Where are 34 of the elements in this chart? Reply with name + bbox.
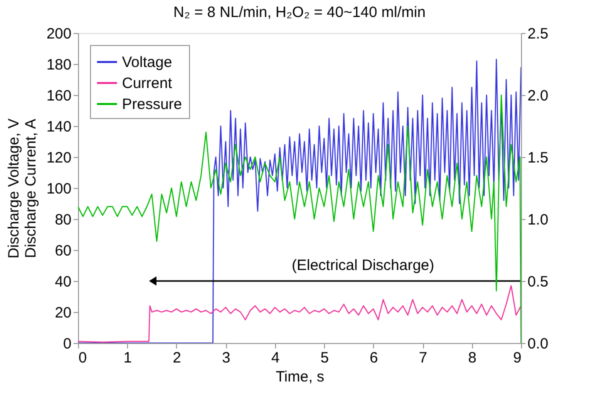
y-tick-label: 140 bbox=[46, 118, 72, 136]
x-tick-label: 7 bbox=[418, 350, 428, 366]
annotation: (Electrical Discharge) bbox=[292, 257, 434, 274]
legend-label: Pressure bbox=[122, 96, 182, 113]
x-axis-title: Time, s bbox=[276, 368, 324, 386]
y-tick-label: 180 bbox=[46, 56, 72, 74]
x-tick-label: 3 bbox=[222, 350, 230, 366]
y-tick-label: 20 bbox=[54, 304, 72, 322]
y-tick-label: 200 bbox=[46, 26, 72, 42]
y-tick-label: 160 bbox=[46, 88, 72, 104]
y-tick-label: 80 bbox=[54, 212, 72, 228]
y2-tick-label: 1.0 bbox=[528, 212, 548, 228]
y-tick-label: 60 bbox=[54, 242, 72, 260]
y-tick-label: 120 bbox=[46, 150, 72, 166]
x-tick-label: 6 bbox=[370, 350, 378, 366]
x-tick-label: 1 bbox=[124, 350, 132, 366]
x-tick-label: 5 bbox=[320, 350, 329, 366]
chart-title: N₂ = 8 NL/min, H₂O₂ = 40~140 ml/min bbox=[173, 4, 426, 21]
x-tick-label: 2 bbox=[172, 350, 182, 366]
y-tick-label: 0 bbox=[63, 336, 72, 352]
y2-tick-label: 0.0 bbox=[528, 336, 548, 352]
y-tick-label: 100 bbox=[46, 180, 72, 198]
y2-tick-label: 0.5 bbox=[528, 274, 548, 290]
x-tick-label: 8 bbox=[468, 350, 476, 366]
y2-tick-label: 2.0 bbox=[528, 88, 548, 104]
y-tick-label: 40 bbox=[54, 274, 72, 290]
y2-tick-label: 2.5 bbox=[528, 26, 548, 42]
y2-tick-label: 1.5 bbox=[528, 150, 548, 166]
x-tick-label: 4 bbox=[271, 350, 280, 366]
legend-label: Current bbox=[122, 75, 173, 92]
legend-label: Voltage bbox=[122, 54, 172, 71]
x-tick-label: 9 bbox=[513, 350, 522, 366]
x-tick-label: 0 bbox=[78, 350, 87, 366]
y-axis-title: Discharge Voltage, V Discharge Current, A bbox=[5, 118, 40, 259]
